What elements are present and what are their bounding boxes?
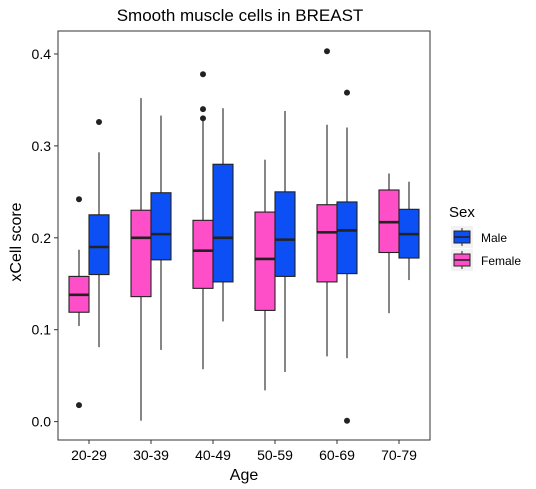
plot-panel	[57, 30, 431, 441]
y-tick-label: 0.1	[32, 322, 52, 338]
interquartile-box	[192, 219, 214, 289]
box-female-60-69	[316, 48, 338, 357]
box-male-50-59	[274, 110, 296, 372]
outlier-point	[76, 196, 82, 203]
box-series-group	[68, 48, 420, 424]
interquartile-box	[274, 191, 296, 277]
y-tick-label: 0.3	[32, 138, 52, 154]
x-tick-label: 20-29	[71, 447, 107, 463]
legend-label: Male	[481, 231, 507, 245]
y-axis-title: xCell score	[8, 202, 25, 281]
interquartile-box	[130, 209, 152, 298]
interquartile-box	[336, 201, 358, 275]
legend-label: Female	[481, 254, 521, 268]
x-tick-label: 30-39	[133, 447, 169, 463]
interquartile-box	[88, 214, 110, 276]
y-tick-label: 0.0	[32, 414, 52, 430]
interquartile-box	[254, 211, 276, 311]
box-male-60-69	[336, 89, 358, 424]
box-male-20-29	[88, 118, 110, 348]
box-male-70-79	[398, 181, 420, 281]
x-axis-title: Age	[230, 467, 259, 484]
box-female-70-79	[378, 173, 400, 314]
legend-item-female: Female	[451, 249, 521, 271]
x-tick-label: 40-49	[195, 447, 231, 463]
outlier-point	[200, 71, 206, 78]
interquartile-box	[316, 204, 338, 283]
y-tick-label: 0.4	[32, 46, 52, 62]
x-axis: 20-29 30-39 40-49 50-59 60-69 70-79	[71, 440, 417, 463]
outlier-point	[76, 402, 82, 409]
x-tick-label: 50-59	[257, 447, 293, 463]
outlier-point	[200, 115, 206, 122]
legend-title: Sex	[449, 204, 475, 221]
outlier-point	[200, 106, 206, 113]
interquartile-box	[150, 192, 172, 261]
outlier-point	[324, 48, 330, 55]
y-axis: 0.0 0.1 0.2 0.3 0.4	[32, 46, 58, 430]
box-female-40-49	[192, 71, 214, 370]
box-female-50-59	[254, 159, 276, 391]
x-tick-label: 60-69	[319, 447, 355, 463]
outlier-point	[96, 118, 102, 125]
chart-title: Smooth muscle cells in BREAST	[117, 6, 364, 25]
y-tick-label: 0.2	[32, 230, 52, 246]
box-male-30-39	[150, 115, 172, 350]
outlier-point	[344, 89, 350, 96]
x-tick-label: 70-79	[381, 447, 417, 463]
interquartile-box	[212, 163, 234, 283]
box-male-40-49	[212, 108, 234, 322]
legend: Sex Male Female	[449, 204, 521, 271]
box-female-30-39	[130, 98, 152, 421]
box-female-20-29	[68, 196, 90, 409]
outlier-point	[344, 417, 350, 424]
legend-item-male: Male	[451, 226, 507, 248]
